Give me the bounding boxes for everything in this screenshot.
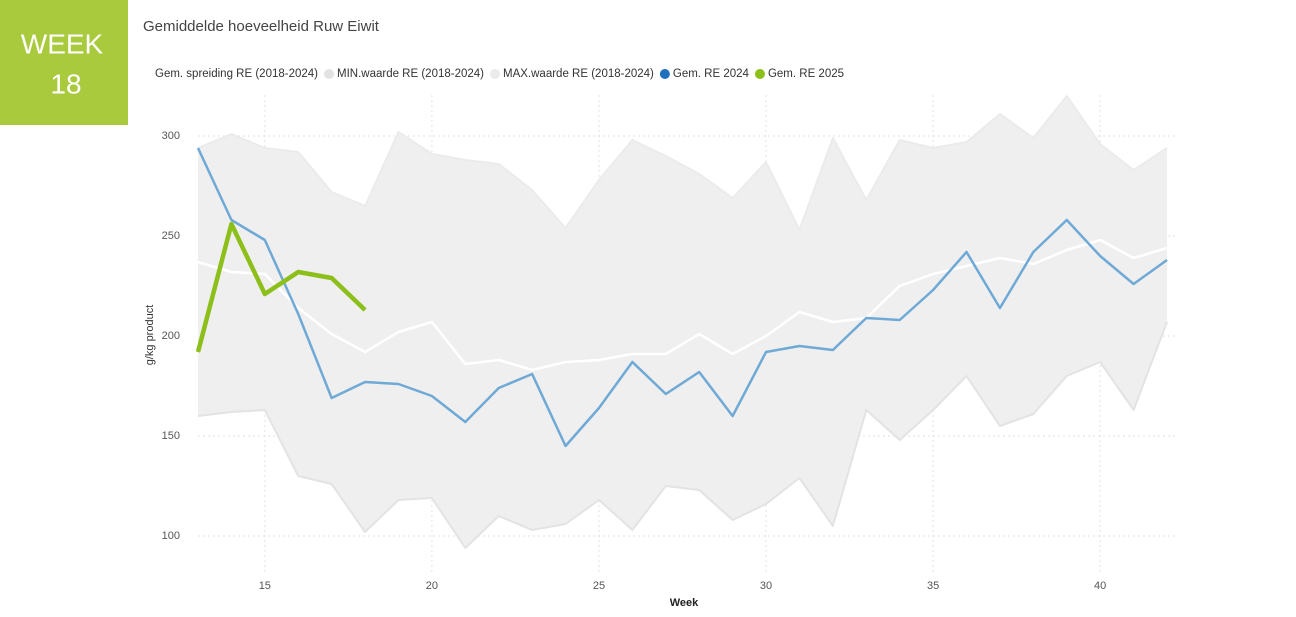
legend-label: Gem. RE 2025 bbox=[768, 68, 844, 80]
series-line bbox=[197, 238, 1168, 372]
series-line bbox=[197, 321, 1168, 549]
legend-label: MAX.waarde RE (2018-2024) bbox=[503, 68, 654, 80]
week-badge bbox=[0, 0, 128, 125]
legend-marker bbox=[490, 69, 501, 79]
legend-label: Gem. spreiding RE (2018-2024) bbox=[155, 68, 318, 80]
legend-marker bbox=[659, 69, 670, 79]
badge-line2: 18 bbox=[50, 68, 81, 99]
badge-line1: WEEK bbox=[21, 28, 104, 59]
x-tick-label: 20 bbox=[426, 580, 438, 592]
legend-label: MIN.waarde RE (2018-2024) bbox=[337, 68, 484, 80]
legend-label: Gem. RE 2024 bbox=[673, 68, 750, 80]
x-tick-label: 25 bbox=[593, 580, 605, 592]
legend-marker bbox=[324, 69, 334, 79]
y-axis-label: g/kg product bbox=[144, 305, 156, 366]
x-tick-label: 40 bbox=[1094, 580, 1106, 592]
chart-title: Gemiddelde hoeveelheid Ruw Eiwit bbox=[143, 18, 380, 35]
x-tick-label: 35 bbox=[927, 580, 939, 592]
series-line bbox=[197, 95, 1168, 231]
y-tick-label: 250 bbox=[162, 230, 180, 242]
series-line bbox=[196, 147, 1168, 448]
y-tick-label: 300 bbox=[162, 130, 180, 142]
x-axis-label: Week bbox=[670, 597, 699, 609]
range-band bbox=[198, 96, 1167, 548]
x-tick-label: 30 bbox=[760, 580, 772, 592]
y-tick-label: 150 bbox=[162, 430, 180, 442]
series-line bbox=[195, 221, 367, 353]
x-tick-label: 15 bbox=[259, 580, 271, 592]
legend-marker bbox=[754, 69, 765, 79]
y-tick-label: 200 bbox=[162, 330, 180, 342]
y-tick-label: 100 bbox=[162, 530, 180, 542]
